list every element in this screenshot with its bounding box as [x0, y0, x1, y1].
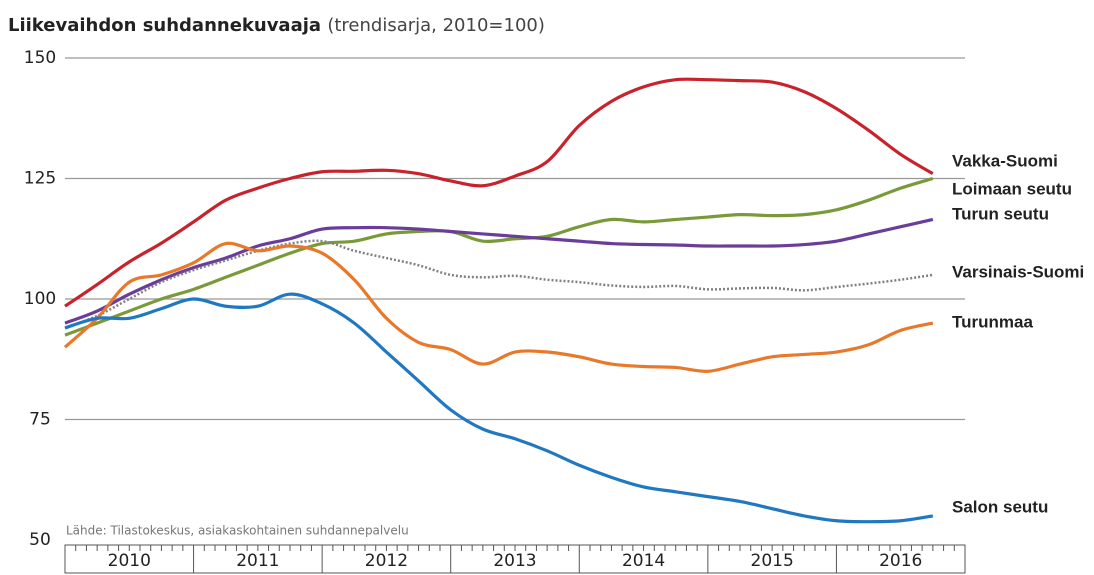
y-tick-label: 150	[24, 48, 56, 68]
subtitle: (trendisarja, 2010=100)	[327, 15, 545, 36]
series-line	[63, 241, 934, 373]
series-label: Turun seutu	[952, 204, 1049, 223]
source: Lähde: Tilastokeskus, asiakaskohtainen s…	[66, 524, 409, 538]
series-label: Turunmaa	[952, 312, 1033, 331]
chart-title: Liikevaihdon suhdannekuvaaja (trendisarj…	[8, 15, 545, 36]
y-tick-label: 125	[24, 169, 56, 189]
series-line	[64, 292, 934, 524]
series-line	[64, 239, 934, 330]
series-label: Vakka-Suomi	[952, 151, 1058, 170]
x-tick-label: 2010	[108, 551, 151, 571]
y-tick-label: 50	[29, 530, 51, 550]
y-tick-label: 100	[24, 289, 56, 309]
series-label: Loimaan seutu	[952, 179, 1072, 198]
series-line	[64, 77, 934, 308]
x-tick-label: 2015	[751, 551, 794, 571]
series-label: Salon seutu	[952, 497, 1048, 516]
series-label: Varsinais-Suomi	[952, 262, 1084, 281]
y-tick-label: 75	[29, 410, 51, 430]
title-text: Liikevaihdon suhdannekuvaaja	[8, 15, 321, 36]
x-tick-label: 2011	[236, 551, 279, 571]
x-tick-label: 2013	[493, 551, 536, 571]
series-line	[64, 176, 934, 337]
series-line	[64, 217, 934, 325]
x-tick-label: 2012	[365, 551, 408, 571]
x-tick-label: 2016	[879, 551, 922, 571]
x-tick-label: 2014	[622, 551, 665, 571]
